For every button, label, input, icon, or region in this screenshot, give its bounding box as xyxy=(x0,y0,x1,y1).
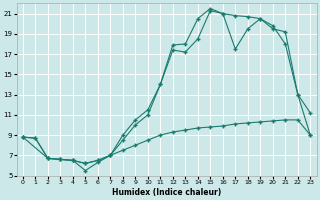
X-axis label: Humidex (Indice chaleur): Humidex (Indice chaleur) xyxy=(112,188,221,197)
